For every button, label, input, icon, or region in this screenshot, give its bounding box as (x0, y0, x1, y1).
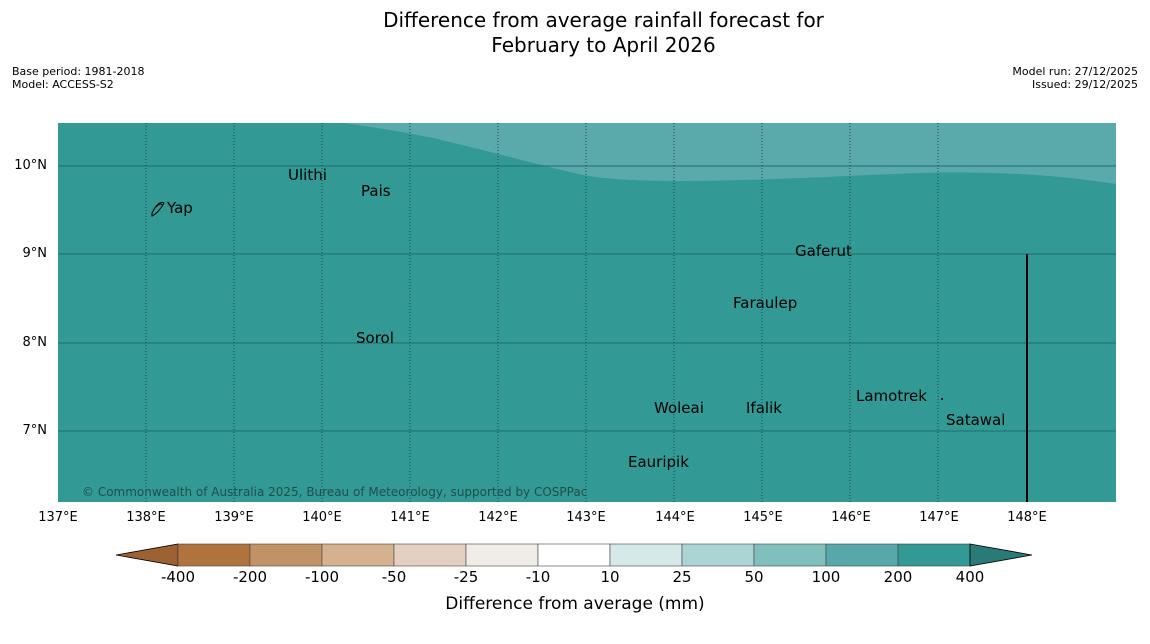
colorbar-segment (249, 543, 323, 567)
colorbar-tick-label: -100 (304, 568, 340, 586)
colorbar-segment (825, 543, 899, 567)
colorbar-arrow-high (969, 543, 1033, 567)
place-label-yap: Yap (167, 199, 193, 217)
colorbar-tick-label: 400 (955, 568, 985, 586)
lon-label-145e: 145°E (743, 510, 783, 525)
meta-right: Model run: 27/12/2025 Issued: 29/12/2025 (1012, 65, 1138, 91)
colorbar-segment (897, 543, 971, 567)
lon-label-147e: 147°E (919, 510, 959, 525)
place-label-ifalik: Ifalik (746, 399, 782, 417)
lon-label-139e: 139°E (214, 510, 254, 525)
lon-label-142e: 142°E (478, 510, 518, 525)
model-name: Model: ACCESS-S2 (12, 78, 114, 91)
colorbar-segment (393, 543, 467, 567)
colorbar-tick-label: -50 (381, 568, 407, 586)
longitude-gridlines (145, 123, 939, 502)
island-dot-east (941, 398, 943, 400)
meta-left: Base period: 1981-2018 Model: ACCESS-S2 (12, 65, 144, 91)
map-base-fill (58, 123, 1116, 502)
colorbar-segment (537, 543, 611, 567)
colorbar-segment (177, 543, 251, 567)
colorbar-arrow-low (115, 543, 179, 567)
colorbar-tick-label: -25 (453, 568, 479, 586)
copyright-notice: © Commonwealth of Australia 2025, Bureau… (82, 485, 588, 499)
colorbar-segment (753, 543, 827, 567)
place-label-ulithi: Ulithi (288, 166, 327, 184)
colorbar-tick-label: 100 (811, 568, 841, 586)
lat-label-10n: 10°N (14, 158, 47, 173)
lon-label-144e: 144°E (655, 510, 695, 525)
lon-label-141e: 141°E (390, 510, 430, 525)
colorbar-segment (321, 543, 395, 567)
lon-label-137e: 137°E (38, 510, 78, 525)
yap-island-outline (151, 202, 165, 217)
colorbar (115, 543, 1038, 573)
colorbar-svg (115, 543, 1033, 567)
place-label-pais: Pais (361, 182, 391, 200)
place-label-lamotrek: Lamotrek (856, 387, 927, 405)
lat-label-9n: 9°N (22, 246, 48, 261)
colorbar-tick-label: -400 (160, 568, 196, 586)
title-line-2: February to April 2026 (491, 33, 716, 57)
place-label-sorol: Sorol (356, 329, 394, 347)
colorbar-segment (681, 543, 755, 567)
colorbar-title: Difference from average (mm) (445, 594, 705, 614)
lon-label-143e: 143°E (566, 510, 606, 525)
title-line-1: Difference from average rainfall forecas… (383, 8, 824, 32)
lat-label-8n: 8°N (22, 335, 48, 350)
issued-date: Issued: 29/12/2025 (1031, 78, 1138, 91)
colorbar-tick-label: -200 (232, 568, 268, 586)
place-label-satawal: Satawal (946, 411, 1006, 429)
lat-label-7n: 7°N (22, 423, 48, 438)
lon-label-138e: 138°E (126, 510, 166, 525)
place-label-eauripik: Eauripik (628, 453, 689, 471)
colorbar-tick-label: -10 (525, 568, 551, 586)
colorbar-tick-label: 200 (883, 568, 913, 586)
colorbar-tick-label: 50 (744, 568, 764, 586)
lon-label-146e: 146°E (831, 510, 871, 525)
colorbar-tick-label: 25 (672, 568, 692, 586)
rainfall-map (58, 123, 1116, 502)
place-label-woleai: Woleai (654, 399, 704, 417)
place-label-faraulep: Faraulep (733, 294, 798, 312)
place-label-gaferut: Gaferut (795, 242, 852, 260)
chart-title: Difference from average rainfall forecas… (0, 8, 1150, 58)
lon-label-148e: 148°E (1007, 510, 1047, 525)
colorbar-tick-label: 10 (600, 568, 620, 586)
colorbar-segment (609, 543, 683, 567)
base-period: Base period: 1981-2018 (12, 65, 145, 78)
map-svg (58, 123, 1116, 502)
colorbar-segment (465, 543, 539, 567)
lighter-rainfall-region (343, 123, 1116, 184)
lon-label-140e: 140°E (302, 510, 342, 525)
model-run: Model run: 27/12/2025 (1012, 65, 1138, 78)
